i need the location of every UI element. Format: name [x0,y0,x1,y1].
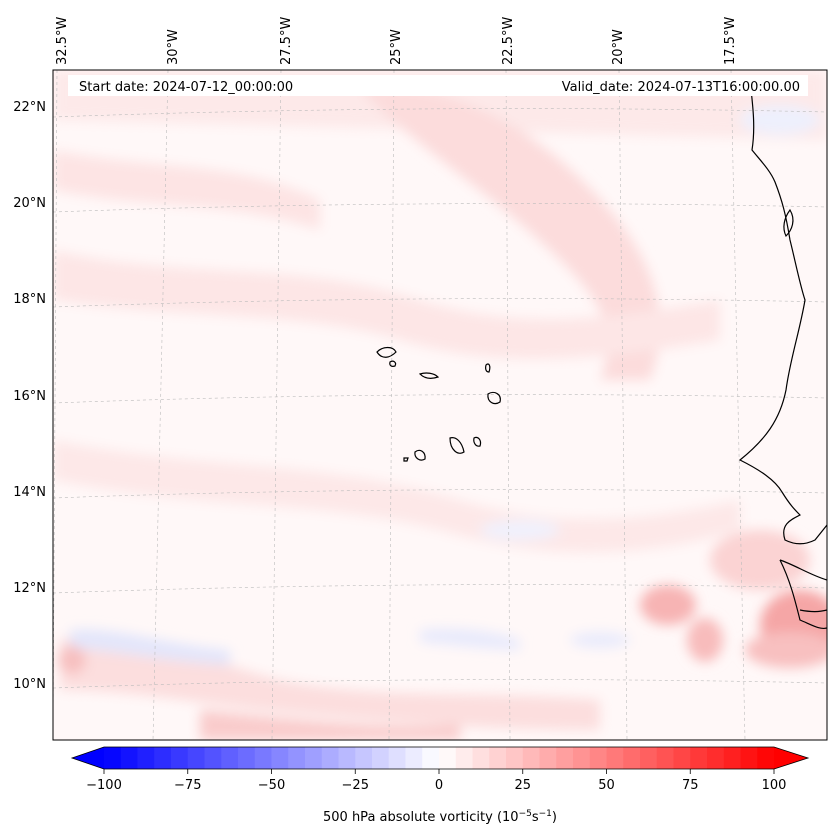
lon-label: 32.5°W [55,17,70,65]
colorbar-segment [372,747,390,769]
colorbar-segment [723,747,741,769]
colorbar-tick-label: 25 [514,778,531,793]
colorbar-segment [740,747,758,769]
colorbar-segment [221,747,239,769]
colorbar-segment [489,747,507,769]
colorbar-tick-label: 0 [435,778,443,793]
colorbar-segment [405,747,423,769]
colorbar-ticks: −100 −75 −50 −25 0 25 50 75 100 [86,769,786,793]
lat-label: 18°N [13,292,46,307]
colorbar-segment [690,747,708,769]
lat-label: 16°N [13,389,46,404]
lat-label: 12°N [13,581,46,596]
colorbar-segment [187,747,205,769]
colorbar-segment [656,747,674,769]
colorbar-min-extension [72,747,104,769]
colorbar-segment [539,747,557,769]
coastline [376,79,827,630]
colorbar-segment [623,747,641,769]
colorbar-segment [104,747,122,769]
lat-label: 20°N [13,196,46,211]
colorbar-segment [707,747,725,769]
colorbar-segment [288,747,306,769]
colorbar-tick-label: −75 [174,778,201,793]
lon-label: 17.5°W [723,17,738,65]
lon-label: 27.5°W [279,17,294,65]
colorbar-max-extension [774,747,808,769]
colorbar-segment [171,747,189,769]
lon-label: 22.5°W [501,17,516,65]
lon-label: 20°W [611,29,626,65]
colorbar-segment [455,747,473,769]
map-panel: Start date: 2024-07-12_00:00:00 Valid_da… [52,69,828,741]
colorbar-segment [422,747,440,769]
colorbar-segment [640,747,658,769]
colorbar-segment [439,747,457,769]
colorbar-segment [254,747,272,769]
colorbar-segment [238,747,256,769]
date-header-box [68,75,808,96]
colorbar-segments [104,747,775,769]
lat-label: 14°N [13,485,46,500]
colorbar-segment [757,747,775,769]
colorbar-tick-label: 100 [762,778,787,793]
lat-label: 10°N [13,677,46,692]
colorbar-tick-label: 75 [682,778,699,793]
colorbar-segment [338,747,356,769]
colorbar-tick-label: 50 [598,778,615,793]
start-date: Start date: 2024-07-12_00:00:00 [79,80,293,95]
vorticity-field [53,70,827,740]
latitude-labels: 22°N 20°N 18°N 16°N 14°N 12°N 10°N [13,100,46,692]
map-frame [52,69,828,741]
colorbar-tick-label: −25 [342,778,369,793]
colorbar-segment [472,747,490,769]
colorbar-segment [556,747,574,769]
graticule [53,70,827,740]
colorbar-segment [355,747,373,769]
valid-date: Valid_date: 2024-07-13T16:00:00.00 [562,80,800,95]
colorbar-segment [388,747,406,769]
colorbar-segment [573,747,591,769]
colorbar-segment [606,747,624,769]
colorbar-tick-label: −50 [258,778,285,793]
colorbar-segment [589,747,607,769]
colorbar: −100 −75 −50 −25 0 25 50 75 100 500 hPa absolute… [70,746,810,825]
colorbar-tick-label: −100 [86,778,122,793]
lon-label: 25°W [389,29,404,65]
colorbar-segment [305,747,323,769]
colorbar-segment [506,747,524,769]
colorbar-segment [120,747,138,769]
colorbar-segment [321,747,339,769]
colorbar-segment [271,747,289,769]
lat-label: 22°N [13,100,46,115]
colorbar-segment [137,747,155,769]
colorbar-segment [673,747,691,769]
colorbar-segment [204,747,222,769]
longitude-labels: 32.5°W 30°W 27.5°W 25°W 22.5°W 20°W 17.5… [55,17,738,65]
colorbar-segment [522,747,540,769]
lon-label: 30°W [166,29,181,65]
colorbar-segment [154,747,172,769]
colorbar-label: 500 hPa absolute vorticity (10−5s−1) [323,809,557,825]
